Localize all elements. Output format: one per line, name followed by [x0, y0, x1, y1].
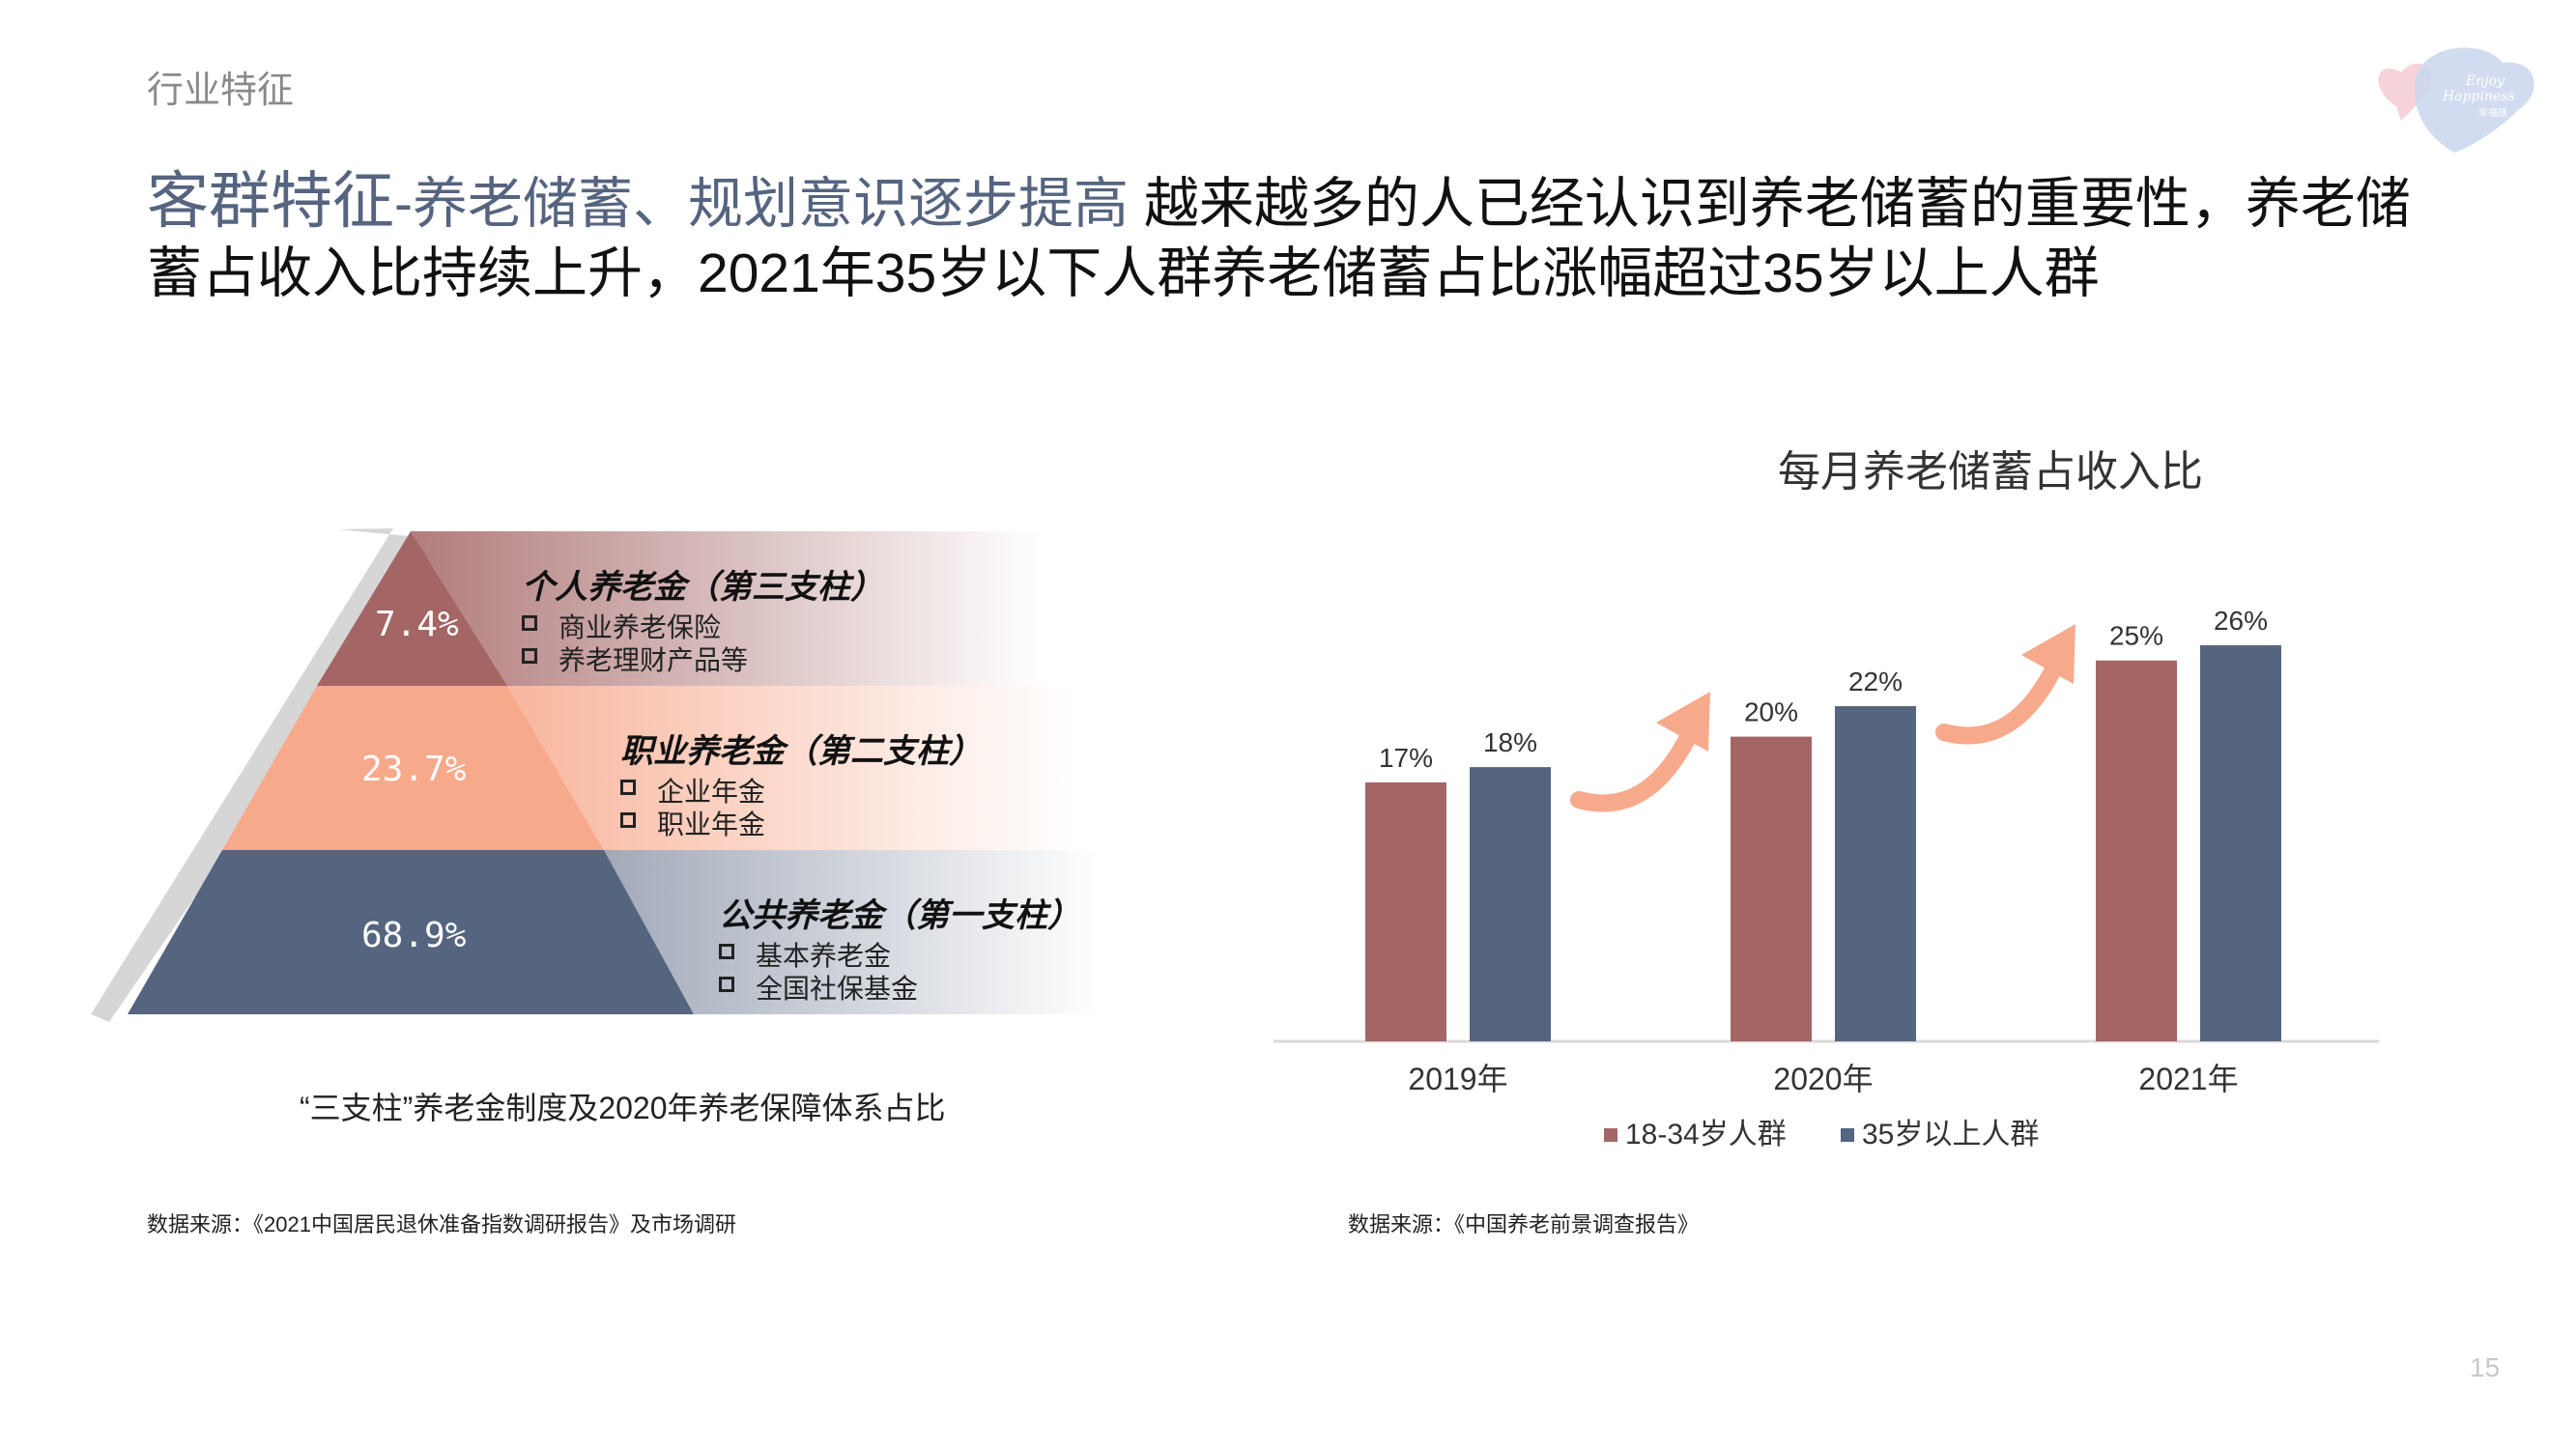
page-number: 15: [2470, 1352, 2501, 1382]
tier-second-item: 企业年金: [620, 771, 765, 810]
legend-swatch: [1841, 1128, 1854, 1142]
tier-second-item: 职业年金: [620, 804, 765, 842]
headline-accent: 客群特征: [147, 166, 394, 236]
tier-second-title: 职业养老金（第二支柱）: [620, 733, 982, 770]
pyramid-tier-first-pillar: [128, 850, 694, 1014]
data-label: 18%: [1483, 727, 1537, 757]
headline-subtitle: -养老储蓄、规划意识逐步提高: [394, 173, 1129, 235]
bar: [2096, 660, 2177, 1041]
tier-band-first-pillar: [604, 850, 1102, 1014]
legend-label: 35岁以上人群: [1862, 1119, 2039, 1151]
bar: [2200, 644, 2281, 1041]
tier-third-percent: 7.4%: [375, 605, 459, 644]
tier-first-item: 基本养老金: [719, 935, 891, 974]
pyramid-caption: “三支柱”养老金制度及2020年养老保障体系占比: [300, 1091, 946, 1125]
tier-first-percent: 68.9%: [361, 916, 467, 955]
trend-arrow-icon: [1935, 651, 2067, 745]
tier-band-third-pillar: [411, 531, 1044, 686]
trend-arrow-icon: [1570, 719, 1702, 812]
legend-label: 18-34岁人群: [1625, 1119, 1787, 1151]
tier-second-percent: 23.7%: [361, 750, 467, 789]
bar: [1470, 767, 1551, 1041]
tier-third-item: 养老理财产品等: [522, 639, 748, 678]
data-label: 26%: [2214, 606, 2268, 636]
data-label: 20%: [1744, 697, 1798, 727]
pension-pillars-pyramid: 7.4% 23.7% 68.9% 个人养老金（第三支柱） 商业养老保险 养老理财…: [77, 502, 1140, 1043]
bar: [1731, 736, 1812, 1041]
tier-first-item: 全国社保基金: [719, 968, 918, 1007]
x-tick-label: 2020年: [1773, 1062, 1873, 1096]
headline-text: 越来越多的人已经认识到养老储蓄的重要性，养老储蓄占收入比持续上升，2021年35…: [147, 173, 2411, 304]
logo-text: Happiness: [2442, 89, 2515, 104]
tier-band-second-pillar: [507, 686, 1073, 850]
tier-third-item: 商业养老保险: [522, 607, 721, 645]
pyramid-graphic: [91, 528, 1102, 1022]
chart-title: 每月养老储蓄占收入比: [1778, 448, 2203, 496]
logo-text: 幸福感: [2478, 106, 2507, 119]
legend-swatch: [1604, 1128, 1617, 1142]
tier-first-title: 公共养老金（第一支柱）: [719, 897, 1080, 934]
bar: [1835, 706, 1916, 1041]
chart-data-source: 数据来源：《中国养老前景调查报告》: [1348, 1212, 1700, 1236]
page-title: 客群特征-养老储蓄、规划意识逐步提高 越来越多的人已经认识到养老储蓄的重要性，养…: [147, 166, 2447, 308]
trend-arrow-head-icon: [2021, 624, 2075, 684]
pyramid-tier-second-pillar: [222, 686, 604, 850]
logo-text: Enjoy: [2465, 73, 2505, 89]
bar: [1365, 781, 1446, 1041]
pyramid-tier-third-pillar: [317, 531, 507, 686]
savings-ratio-bar-chart: 2019年 17% 18% 2020年 20% 22% 2021年 25% 26% 18-34岁人…: [1274, 606, 2379, 1151]
x-tick-label: 2019年: [1408, 1062, 1507, 1096]
section-label: 行业特征: [147, 71, 295, 111]
data-label: 17%: [1379, 743, 1433, 773]
tier-third-title: 个人养老金（第三支柱）: [522, 569, 883, 606]
trend-arrow-head-icon: [1656, 692, 1710, 752]
enjoy-happiness-logo: Enjoy Happiness 幸福感: [2378, 47, 2534, 153]
data-label: 25%: [2109, 621, 2163, 651]
x-tick-label: 2021年: [2138, 1062, 2238, 1096]
data-label: 22%: [1848, 667, 1903, 696]
pyramid-data-source: 数据来源：《2021中国居民退休准备指数调研报告》及市场调研: [147, 1212, 736, 1236]
